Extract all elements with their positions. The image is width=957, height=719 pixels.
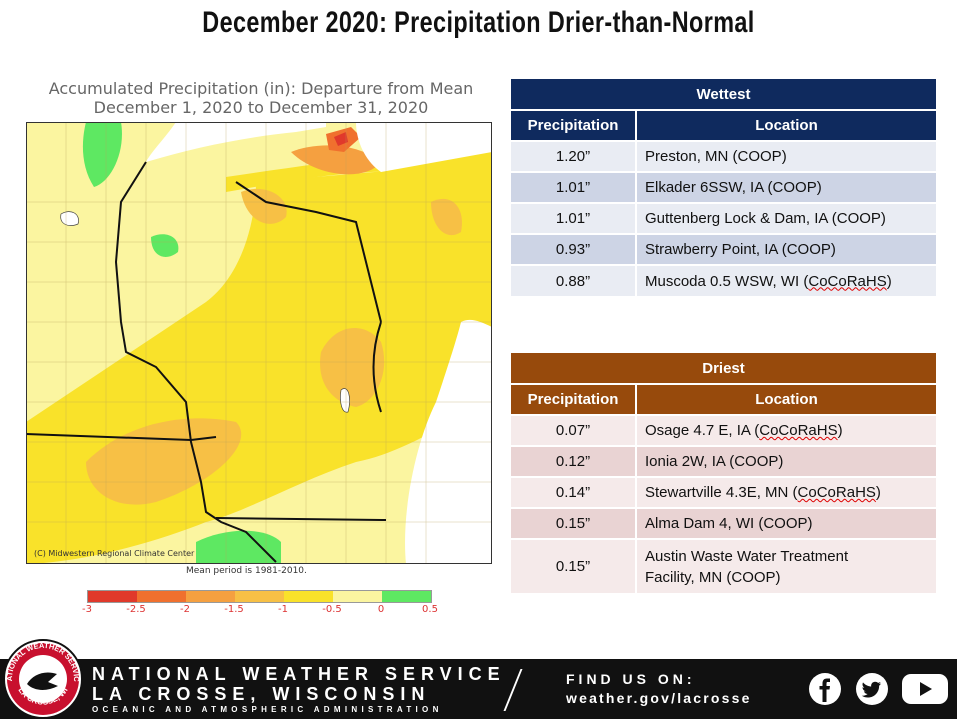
table-row: 0.14” Stewartville 4.3E, MN (CoCoRaHS) — [511, 476, 936, 508]
nws-logo: NATIONAL WEATHER SERVICE LA CROSSE, WI — [0, 636, 83, 719]
precip-value: 1.01” — [511, 171, 637, 203]
table-row: 0.15” Austin Waste Water Treatment Facili… — [511, 538, 936, 593]
legend-swatch — [137, 591, 186, 602]
precip-value: 0.15” — [511, 538, 637, 593]
facebook-icon[interactable] — [808, 672, 842, 706]
table-row: 0.07” Osage 4.7 E, IA (CoCoRaHS) — [511, 414, 936, 446]
map-credit: (C) Midwestern Regional Climate Center — [34, 549, 195, 558]
mean-period-note: Mean period is 1981-2010. — [186, 566, 307, 576]
location-value: Strawberry Point, IA (COOP) — [636, 233, 936, 265]
table-row: 1.01” Guttenberg Lock & Dam, IA (COOP) — [511, 202, 936, 234]
location-text-end: ) — [837, 422, 843, 439]
precip-value: 0.15” — [511, 507, 637, 539]
driest-title: Driest — [511, 353, 936, 384]
network-name: CoCoRaHS — [797, 484, 876, 501]
footer-office-location: LA CROSSE, WISCONSIN — [92, 684, 431, 704]
driest-col-precipitation: Precipitation — [511, 383, 637, 415]
precip-value: 0.93” — [511, 233, 637, 265]
legend-ticks: -3 -2.5 -2 -1.5 -1 -0.5 0 0.5 — [26, 604, 496, 624]
precip-value: 1.01” — [511, 202, 637, 234]
legend-swatch — [186, 591, 235, 602]
table-row: 0.93” Strawberry Point, IA (COOP) — [511, 233, 936, 265]
precip-value: 0.12” — [511, 445, 637, 477]
network-name: CoCoRaHS — [759, 422, 838, 439]
location-text: Osage 4.7 E, IA ( — [645, 422, 760, 439]
footer-url[interactable]: weather.gov/lacrosse — [566, 690, 752, 706]
location-value: Elkader 6SSW, IA (COOP) — [636, 171, 936, 203]
legend-color-bar — [87, 590, 432, 603]
footer-agency: OCEANIC AND ATMOSPHERIC ADMINISTRATION — [92, 705, 443, 714]
location-line1: Austin Waste Water Treatment — [645, 547, 849, 565]
table-row: 0.88” Muscoda 0.5 WSW, WI (CoCoRaHS) — [511, 264, 936, 296]
legend-tick-label: -3 — [82, 604, 92, 615]
precip-value: 0.07” — [511, 414, 637, 446]
legend-tick-label: -2 — [180, 604, 190, 615]
location-value: Alma Dam 4, WI (COOP) — [636, 507, 936, 539]
precip-value: 0.88” — [511, 264, 637, 296]
legend-swatch — [284, 591, 333, 602]
precip-value: 1.20” — [511, 140, 637, 172]
map-image — [26, 122, 492, 564]
map-title-line2: December 1, 2020 to December 31, 2020 — [93, 98, 429, 117]
legend-swatch — [88, 591, 137, 602]
location-text: Stewartville 4.3E, MN ( — [645, 484, 798, 501]
precip-value: 0.14” — [511, 476, 637, 508]
location-text: Muscoda 0.5 WSW, WI ( — [645, 272, 809, 290]
page-title: December 2020: Precipitation Drier-than-… — [202, 6, 755, 39]
driest-table: Driest Precipitation Location 0.07” Osag… — [511, 353, 936, 593]
wettest-table: Wettest Precipitation Location 1.20” Pre… — [511, 79, 936, 296]
table-row: 1.01” Elkader 6SSW, IA (COOP) — [511, 171, 936, 203]
legend-swatch — [333, 591, 382, 602]
precipitation-map: Accumulated Precipitation (in): Departur… — [26, 74, 496, 624]
legend-tick-label: 0.5 — [422, 604, 438, 615]
legend-tick-label: -2.5 — [126, 604, 146, 615]
location-value: Guttenberg Lock & Dam, IA (COOP) — [636, 202, 936, 234]
table-row: 0.15” Alma Dam 4, WI (COOP) — [511, 507, 936, 539]
legend-swatch — [235, 591, 284, 602]
location-value: Muscoda 0.5 WSW, WI (CoCoRaHS) — [636, 264, 936, 296]
location-value: Stewartville 4.3E, MN (CoCoRaHS) — [636, 476, 936, 508]
location-value: Ionia 2W, IA (COOP) — [636, 445, 936, 477]
footer-find-us: FIND US ON: — [566, 671, 696, 687]
footer-office-name: NATIONAL WEATHER SERVICE — [92, 664, 506, 684]
youtube-icon[interactable] — [901, 672, 949, 706]
location-value: Osage 4.7 E, IA (CoCoRaHS) — [636, 414, 936, 446]
location-text-end: ) — [886, 272, 892, 290]
table-row: 1.20” Preston, MN (COOP) — [511, 140, 936, 172]
wettest-col-precipitation: Precipitation — [511, 109, 637, 141]
table-row: 0.12” Ionia 2W, IA (COOP) — [511, 445, 936, 477]
network-name: CoCoRaHS — [808, 272, 887, 290]
legend-tick-label: 0 — [377, 604, 385, 615]
driest-col-location: Location — [636, 383, 936, 415]
location-text-end: ) — [875, 484, 881, 501]
twitter-icon[interactable] — [855, 672, 889, 706]
legend-swatch — [382, 591, 431, 602]
legend-tick-label: -1 — [278, 604, 288, 615]
legend-tick-label: -0.5 — [322, 604, 342, 615]
location-line2: Facility, MN (COOP) — [645, 568, 781, 586]
map-title-line1: Accumulated Precipitation (in): Departur… — [48, 79, 474, 98]
location-value: Austin Waste Water Treatment Facility, MN… — [636, 538, 936, 593]
wettest-title: Wettest — [511, 79, 936, 110]
location-value: Preston, MN (COOP) — [636, 140, 936, 172]
footer-bar — [0, 659, 957, 719]
legend-tick-label: -1.5 — [224, 604, 244, 615]
wettest-col-location: Location — [636, 109, 936, 141]
